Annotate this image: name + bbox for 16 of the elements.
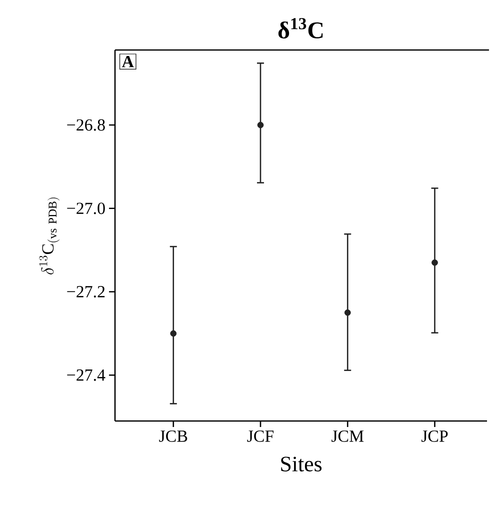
y-tick-label: −27.4: [67, 369, 106, 381]
y-tick-label: −26.8: [67, 119, 106, 131]
point: [170, 330, 177, 337]
y-tick-label: −27.0: [67, 202, 106, 214]
point: [344, 309, 351, 316]
x-axis-title: Sites: [281, 456, 322, 472]
annotation: A: [122, 56, 134, 68]
point: [257, 122, 264, 128]
x-tick-label: JCB: [159, 430, 188, 442]
y-axis-title: $\delta^{13}\mathrm{C}_{\mathrm{(vs\ PDB)}}$: [39, 198, 60, 274]
x-tick-label: JCF: [247, 430, 274, 442]
y-tick-label: −27.2: [67, 286, 105, 298]
x-tick-label: JCP: [422, 430, 448, 442]
point: [432, 259, 438, 266]
x-tick-label: JCM: [332, 430, 364, 442]
chart-title: δ$^{13}$C: [278, 18, 323, 38]
